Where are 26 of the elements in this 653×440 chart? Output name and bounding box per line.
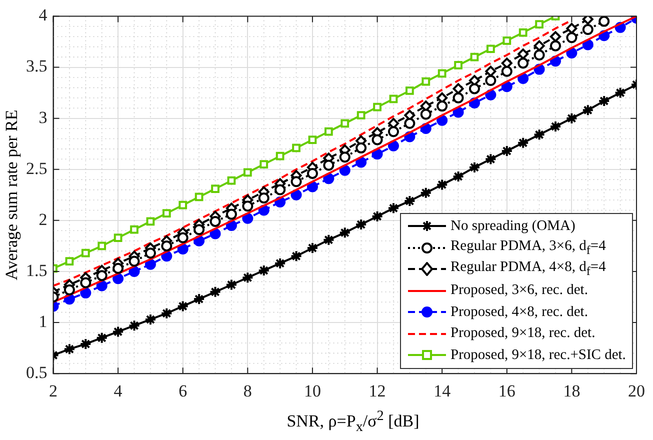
x-tick-label: 10 bbox=[304, 381, 321, 400]
y-tick-label: 3.5 bbox=[26, 56, 48, 76]
y-tick-label: 0.5 bbox=[26, 363, 48, 382]
y-axis-title: Average sum rate per RE bbox=[2, 108, 22, 282]
legend-label: Regular PDMA, 4×8, d$_{f}$=4 bbox=[450, 259, 606, 280]
x-tick-label: 6 bbox=[178, 381, 188, 400]
legend-label: Proposed, 4×8, rec. det. bbox=[450, 304, 588, 321]
legend-label: Regular PDMA, 3×6, d$_{f}$=4 bbox=[450, 238, 606, 258]
x-tick-label: 18 bbox=[563, 381, 580, 400]
y-tick-label: 2.5 bbox=[26, 158, 48, 178]
legend-label: No spreading (OMA) bbox=[450, 218, 576, 235]
y-tick-label: 1.5 bbox=[26, 260, 48, 280]
x-tick-label: 20 bbox=[628, 381, 645, 400]
x-tick-label: 12 bbox=[368, 381, 386, 400]
x-tick-label: 4 bbox=[114, 381, 123, 400]
x-tick-label: 16 bbox=[498, 381, 516, 400]
legend-label: Proposed, 3×6, rec. det. bbox=[450, 282, 588, 300]
y-tick-label: 2 bbox=[38, 210, 48, 229]
legend-label: Proposed, 9×18, rec. det. bbox=[450, 325, 596, 342]
y-tick-label: 3 bbox=[38, 108, 48, 127]
legend-label: Proposed, 9×18, rec.+SIC det. bbox=[450, 346, 626, 364]
x-tick-label: 14 bbox=[434, 381, 452, 400]
y-tick-label: 1 bbox=[38, 312, 48, 332]
x-axis-title: SNR, ρ=P$_{x}$/σ$^{2}$ [dB] bbox=[286, 408, 420, 436]
x-tick-label: 8 bbox=[243, 381, 252, 400]
y-tick-label: 4 bbox=[38, 6, 48, 25]
